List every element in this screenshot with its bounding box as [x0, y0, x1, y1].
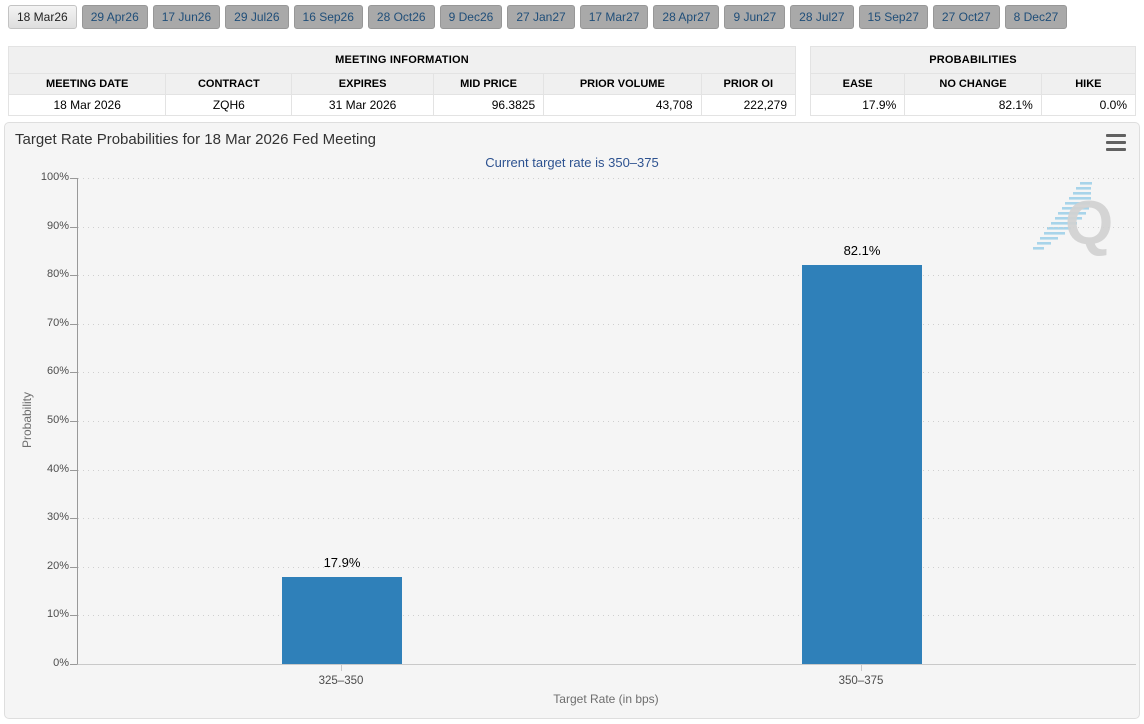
x-axis-title: Target Rate (in bps) [553, 692, 659, 706]
ytick-70: 70% [46, 317, 69, 329]
col-prior-oi: PRIOR OI [700, 73, 797, 95]
tab-29-jul26[interactable]: 29 Jul26 [225, 5, 289, 30]
gridline [78, 615, 1136, 617]
tab-18-mar26[interactable]: 18 Mar26 [8, 5, 77, 30]
tab-17-mar27[interactable]: 17 Mar27 [579, 5, 649, 30]
ytick-30: 30% [46, 511, 69, 523]
col-hike: HIKE [1040, 73, 1137, 95]
tab-15-sep27[interactable]: 15 Sep27 [858, 5, 928, 30]
col-meeting-date: MEETING DATE [7, 73, 167, 95]
ytick-10: 10% [46, 608, 69, 620]
mid-price-value: 96.3825 [432, 94, 545, 116]
tick-mark [70, 178, 77, 179]
col-prior-volume: PRIOR VOLUME [543, 73, 702, 95]
tab-27-oct27[interactable]: 27 Oct27 [932, 5, 1000, 30]
gridline [78, 372, 1136, 374]
chart-title: Target Rate Probabilities for 18 Mar 202… [15, 131, 377, 148]
tab-9-dec26[interactable]: 9 Dec26 [439, 5, 503, 30]
ytick-50: 50% [46, 414, 69, 426]
probability-bar-325-350[interactable] [282, 577, 402, 664]
gridline [78, 469, 1136, 471]
ytick-100: 100% [40, 171, 69, 183]
no-change-value: 82.1% [904, 94, 1042, 116]
gridline [78, 226, 1136, 228]
tick-mark [70, 275, 77, 276]
hamburger-menu-icon[interactable] [1106, 134, 1126, 151]
prior-oi-value: 222,279 [700, 94, 797, 116]
col-contract: CONTRACT [165, 73, 293, 95]
col-no-change: NO CHANGE [904, 73, 1042, 95]
bar-data-label: 82.1% [843, 243, 881, 258]
tick-mark [70, 664, 77, 665]
tab-17-jun26[interactable]: 17 Jun26 [152, 5, 221, 30]
ytick-60: 60% [46, 365, 69, 377]
tick-mark [70, 470, 77, 471]
table-row: 18 Mar 2026 ZQH6 31 Mar 2026 96.3825 43,… [7, 94, 797, 116]
tab-29-apr26[interactable]: 29 Apr26 [81, 5, 148, 30]
bar-slot-350-375: 82.1% [802, 178, 922, 664]
tab-28-jul27[interactable]: 28 Jul27 [790, 5, 854, 30]
col-expires: EXPIRES [291, 73, 434, 95]
tick-mark [70, 227, 77, 228]
gridline [78, 323, 1136, 325]
tab-8-dec27[interactable]: 8 Dec27 [1004, 5, 1068, 30]
target-rate-probability-chart: Target Rate Probabilities for 18 Mar 202… [4, 122, 1140, 719]
tab-16-sep26[interactable]: 16 Sep26 [293, 5, 363, 30]
bar-data-label: 17.9% [323, 555, 361, 571]
xcat-label-350-375: 350–375 [838, 675, 884, 687]
tick-mark [341, 665, 342, 671]
gridline [78, 566, 1136, 568]
expires-value: 31 Mar 2026 [291, 94, 434, 116]
tab-9-jun27[interactable]: 9 Jun27 [724, 5, 786, 30]
tick-mark [70, 567, 77, 568]
ytick-20: 20% [46, 560, 69, 572]
gridline [78, 421, 1136, 422]
chart-subtitle: Current target rate is 350–375 [485, 155, 659, 170]
tick-mark [70, 615, 77, 616]
tab-28-oct26[interactable]: 28 Oct26 [367, 5, 435, 30]
ease-value: 17.9% [809, 94, 906, 116]
gridline [78, 518, 1136, 520]
ytick-40: 40% [46, 463, 69, 475]
plot-area: 17.9% 82.1% [77, 178, 1136, 665]
meeting-information-title: MEETING INFORMATION [8, 46, 796, 74]
probability-bar-350-375[interactable] [802, 265, 922, 664]
probabilities-table: PROBABILITIES EASE NO CHANGE HIKE 17.9% … [809, 46, 1137, 116]
ytick-80: 80% [46, 268, 69, 280]
table-row: 17.9% 82.1% 0.0% [809, 94, 1137, 116]
col-mid-price: MID PRICE [432, 73, 545, 95]
probabilities-title: PROBABILITIES [810, 46, 1136, 74]
prior-volume-value: 43,708 [543, 94, 702, 116]
xcat-label-325-350: 325–350 [318, 675, 364, 687]
tick-mark [861, 665, 862, 671]
tick-mark [70, 518, 77, 519]
gridline [78, 178, 1136, 179]
hike-value: 0.0% [1040, 94, 1137, 116]
gridline [78, 275, 1136, 277]
tick-mark [70, 324, 77, 325]
tick-mark [70, 421, 77, 422]
ytick-90: 90% [46, 220, 69, 232]
meeting-date-value: 18 Mar 2026 [7, 94, 167, 116]
contract-value: ZQH6 [165, 94, 293, 116]
tick-mark [70, 372, 77, 373]
col-ease: EASE [809, 73, 906, 95]
tab-27-jan27[interactable]: 27 Jan27 [507, 5, 575, 30]
ytick-0: 0% [53, 657, 69, 669]
meeting-date-tabs: 18 Mar26 29 Apr26 17 Jun26 29 Jul26 16 S… [8, 5, 1068, 30]
tab-28-apr27[interactable]: 28 Apr27 [653, 5, 720, 30]
meeting-information-table: MEETING INFORMATION MEETING DATE CONTRAC… [7, 46, 797, 116]
bar-slot-325-350: 17.9% [282, 178, 402, 664]
